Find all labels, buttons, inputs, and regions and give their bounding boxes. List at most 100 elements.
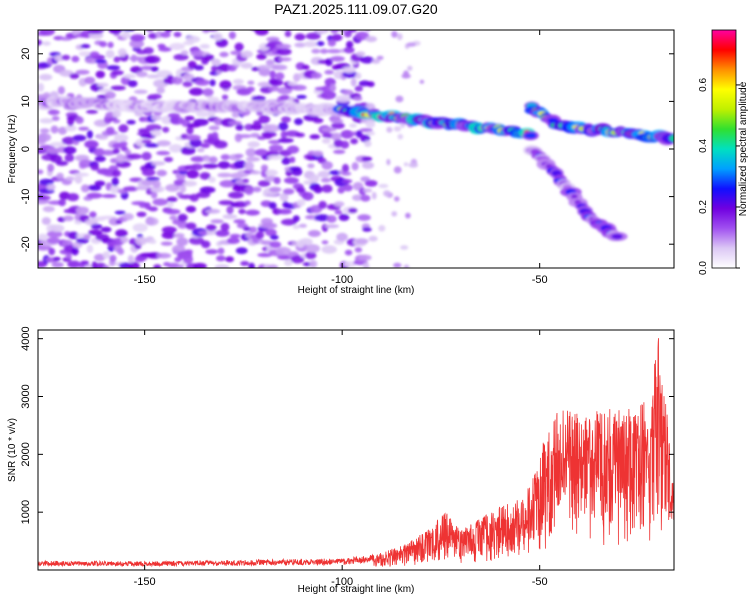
spectrogram-cell — [326, 215, 337, 223]
spectrogram-cell — [245, 209, 260, 216]
spectrogram-cell — [234, 160, 247, 169]
spectrogram-cell — [112, 109, 121, 118]
spectrogram-cell — [294, 118, 303, 126]
spectrogram-cell — [113, 56, 121, 63]
spectrogram-cell — [50, 154, 63, 163]
spectrogram-cell — [378, 225, 386, 232]
spectrogram-cell — [228, 31, 236, 40]
spectrogram-cell — [311, 48, 321, 54]
spectrogram-cell — [190, 163, 203, 171]
spectrogram-cell — [355, 31, 370, 41]
spectrogram-cell — [301, 191, 314, 201]
spectrogram-cell — [217, 247, 225, 255]
spectrogram-cell — [235, 247, 248, 255]
spectrogram-cell — [240, 50, 253, 58]
spectrogram-cell — [73, 172, 90, 177]
spectrogram-cell — [277, 208, 292, 215]
spectrogram-cell — [83, 24, 97, 30]
spectrogram-cell — [63, 215, 74, 222]
spectrogram-cell — [48, 247, 56, 256]
spectrogram-cell — [134, 111, 144, 117]
spectrogram-cell — [406, 42, 416, 47]
colorbar: 0.0 0.2 0.4 0.6 Normalized spectral amplitu… — [698, 29, 749, 275]
spectrogram-cell — [185, 222, 197, 230]
spectrogram-cell — [350, 138, 358, 145]
spectrogram-cell — [47, 163, 55, 172]
spectrogram-cell — [186, 169, 199, 179]
y-tick-label: 3000 — [20, 384, 32, 408]
spectrogram-cell — [403, 162, 409, 167]
spectrogram-cell — [348, 207, 358, 214]
snr-x-ticks: -150 -100 -50 — [134, 330, 548, 588]
spectrogram-cell — [50, 224, 65, 233]
spectrogram-cell — [126, 153, 142, 160]
spectrogram-cell — [321, 161, 333, 170]
spectrogram-cell — [278, 122, 289, 131]
spectrogram-cell — [269, 241, 282, 249]
spectrogram-cell — [265, 59, 275, 66]
spectrogram-cell — [356, 238, 369, 245]
spectrogram-cell — [163, 156, 174, 163]
spectrogram-y-ticks: 20 10 0 -10 -20 — [20, 48, 674, 252]
spectrogram-cell — [248, 262, 256, 268]
spectrogram-cell — [199, 186, 216, 194]
spectrogram-cell — [342, 66, 356, 74]
spectrogram-cell — [263, 124, 280, 133]
spectrogram-cell — [166, 262, 181, 268]
spectrogram-cell — [325, 58, 333, 67]
spectrogram-cell — [38, 169, 44, 175]
spectrogram-cell — [265, 228, 277, 237]
spectrogram-cell — [78, 51, 92, 57]
spectrogram-cell — [397, 33, 403, 41]
spectrogram-cell — [294, 42, 307, 48]
spectrogram-cell — [221, 94, 229, 100]
spectrogram-cell — [151, 114, 162, 121]
spectrogram-cell — [185, 134, 201, 141]
spectrogram-cell — [113, 134, 129, 142]
spectrogram-cell — [351, 162, 359, 171]
spectrogram-cell — [184, 115, 195, 121]
spectrogram-cell — [49, 141, 66, 147]
spectrogram-cell — [150, 66, 159, 72]
spectrogram-cell — [205, 249, 218, 255]
spectrogram-cell — [305, 244, 320, 253]
spectrogram-cell — [366, 81, 375, 88]
spectrogram-cell — [127, 254, 134, 264]
spectrogram-cell — [141, 151, 152, 161]
spectrogram-cell — [353, 96, 363, 101]
colorbar-tick-label: 0.0 — [698, 261, 709, 275]
spectrogram-cell — [115, 153, 126, 163]
spectrogram-cell — [368, 235, 378, 242]
spectrogram-cell — [169, 42, 186, 51]
spectrogram-cell — [244, 186, 254, 196]
spectrogram-cell — [364, 180, 378, 187]
snr-x-axis-label: Height of straight line (km) — [298, 584, 415, 595]
spectrogram-cell — [42, 206, 55, 213]
spectrogram-cell — [88, 229, 103, 236]
spectrogram-cell — [289, 156, 296, 163]
spectrogram-cell — [105, 49, 115, 59]
spectrogram-cell — [397, 133, 404, 140]
spectrogram-cell — [128, 261, 140, 268]
x-tick-label: -150 — [134, 576, 156, 588]
spectrogram-cell — [284, 259, 293, 266]
spectrogram-cell — [202, 88, 214, 97]
spectrogram-cell — [238, 208, 246, 215]
spectrogram-cell — [164, 30, 173, 33]
spectrogram-cell — [669, 134, 674, 142]
spectrogram-cell — [135, 236, 148, 246]
spectrogram-cell — [268, 139, 282, 145]
spectrogram-cell — [341, 163, 350, 173]
spectrogram-cell — [173, 233, 185, 238]
spectrogram-cell — [349, 123, 357, 128]
spectrogram-cell — [38, 39, 43, 46]
spectrogram-cell — [296, 187, 306, 193]
spectrogram-cell — [205, 224, 217, 232]
spectrogram-cell — [150, 191, 158, 199]
spectrogram-cell — [321, 184, 333, 193]
spectrogram-x-axis-label: Height of straight line (km) — [298, 285, 415, 296]
spectrogram-cell — [309, 259, 318, 268]
spectrogram-cell — [93, 148, 105, 157]
spectrogram-cell — [314, 214, 331, 222]
spectrogram-cell — [393, 262, 402, 268]
